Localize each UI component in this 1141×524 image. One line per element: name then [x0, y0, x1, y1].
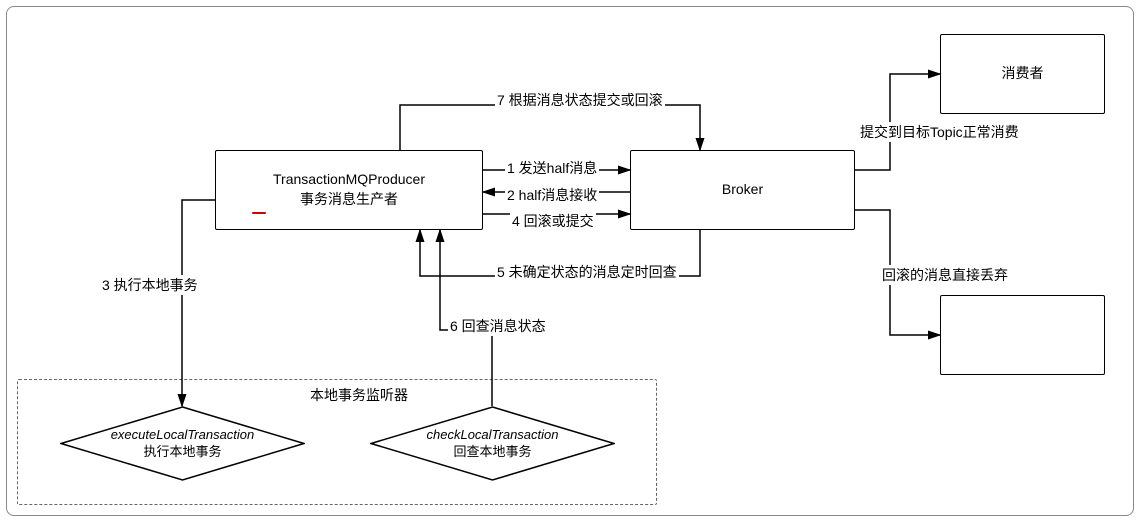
producer-subtitle: 事务消息生产者: [300, 190, 398, 210]
check-diamond: checkLocalTransaction 回查本地事务: [370, 406, 615, 481]
producer-title: TransactionMQProducer: [273, 170, 425, 190]
exec-diamond: executeLocalTransaction 执行本地事务: [60, 406, 305, 481]
broker-node: Broker: [630, 150, 855, 230]
red-mark: [252, 212, 266, 214]
exec-subtitle: 执行本地事务: [143, 444, 221, 461]
edge-label-4: 4 回滚或提交: [510, 211, 596, 231]
check-title: checkLocalTransaction: [427, 427, 559, 444]
producer-node: TransactionMQProducer 事务消息生产者: [215, 150, 483, 230]
edge-label-6: 6 回查消息状态: [448, 316, 548, 336]
edge-label-5: 5 未确定状态的消息定时回查: [495, 262, 679, 282]
edge-label-2: 2 half消息接收: [505, 185, 599, 205]
edge-label-topic: 提交到目标Topic正常消费: [858, 122, 1021, 142]
consumer-title: 消费者: [1002, 64, 1044, 84]
edge-label-7: 7 根据消息状态提交或回滚: [495, 90, 665, 110]
check-subtitle: 回查本地事务: [453, 444, 531, 461]
discard-node: [940, 295, 1105, 375]
exec-title: executeLocalTransaction: [111, 427, 255, 444]
edge-label-3: 3 执行本地事务: [100, 275, 200, 295]
edge-label-1: 1 发送half消息: [505, 158, 599, 178]
broker-title: Broker: [722, 180, 763, 200]
consumer-node: 消费者: [940, 34, 1105, 114]
local-listener-label: 本地事务监听器: [310, 385, 408, 405]
edge-label-discard: 回滚的消息直接丢弃: [880, 265, 1010, 285]
